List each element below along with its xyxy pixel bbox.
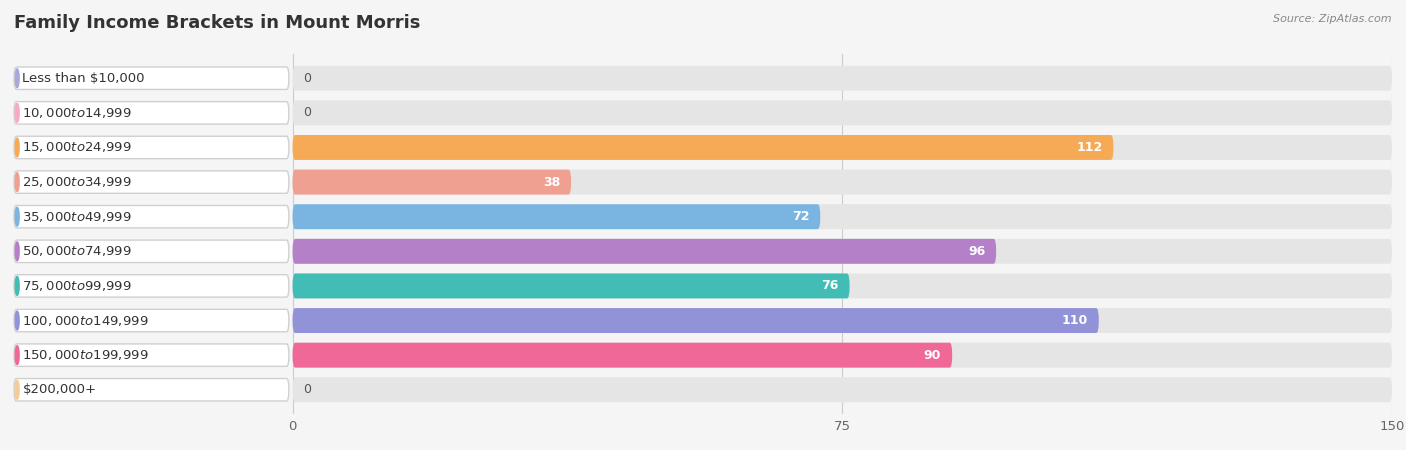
FancyBboxPatch shape (14, 344, 288, 366)
Text: Source: ZipAtlas.com: Source: ZipAtlas.com (1274, 14, 1392, 23)
FancyBboxPatch shape (292, 308, 1392, 333)
Text: $150,000 to $199,999: $150,000 to $199,999 (22, 348, 149, 362)
FancyBboxPatch shape (292, 343, 952, 368)
Text: $25,000 to $34,999: $25,000 to $34,999 (22, 175, 132, 189)
Circle shape (15, 104, 20, 122)
FancyBboxPatch shape (292, 204, 820, 229)
Circle shape (15, 346, 20, 365)
FancyBboxPatch shape (14, 309, 288, 332)
Circle shape (15, 69, 20, 88)
Text: $75,000 to $99,999: $75,000 to $99,999 (22, 279, 132, 293)
Circle shape (15, 380, 20, 399)
FancyBboxPatch shape (292, 239, 1392, 264)
FancyBboxPatch shape (14, 206, 288, 228)
FancyBboxPatch shape (292, 135, 1114, 160)
FancyBboxPatch shape (14, 240, 288, 262)
Circle shape (15, 242, 20, 261)
Text: $35,000 to $49,999: $35,000 to $49,999 (22, 210, 132, 224)
FancyBboxPatch shape (292, 239, 997, 264)
FancyBboxPatch shape (14, 67, 288, 90)
Circle shape (15, 276, 20, 295)
Text: $10,000 to $14,999: $10,000 to $14,999 (22, 106, 132, 120)
Text: $15,000 to $24,999: $15,000 to $24,999 (22, 140, 132, 154)
Text: Less than $10,000: Less than $10,000 (22, 72, 145, 85)
FancyBboxPatch shape (14, 274, 288, 297)
Text: 0: 0 (304, 106, 312, 119)
FancyBboxPatch shape (292, 308, 1098, 333)
FancyBboxPatch shape (292, 135, 1392, 160)
FancyBboxPatch shape (14, 136, 288, 159)
FancyBboxPatch shape (292, 170, 1392, 194)
FancyBboxPatch shape (292, 274, 1392, 298)
Text: 72: 72 (792, 210, 810, 223)
FancyBboxPatch shape (292, 377, 1392, 402)
Text: 112: 112 (1076, 141, 1102, 154)
Text: $100,000 to $149,999: $100,000 to $149,999 (22, 314, 149, 328)
FancyBboxPatch shape (14, 378, 288, 401)
Text: 110: 110 (1062, 314, 1088, 327)
Text: 0: 0 (304, 72, 312, 85)
Text: $200,000+: $200,000+ (22, 383, 97, 396)
FancyBboxPatch shape (292, 343, 1392, 368)
Circle shape (15, 207, 20, 226)
FancyBboxPatch shape (14, 171, 288, 194)
Text: Family Income Brackets in Mount Morris: Family Income Brackets in Mount Morris (14, 14, 420, 32)
Circle shape (15, 311, 20, 330)
FancyBboxPatch shape (14, 102, 288, 124)
FancyBboxPatch shape (292, 66, 1392, 91)
Circle shape (15, 173, 20, 192)
Text: 76: 76 (821, 279, 838, 292)
FancyBboxPatch shape (292, 274, 849, 298)
Text: 96: 96 (967, 245, 986, 258)
Text: 38: 38 (543, 176, 560, 189)
Circle shape (15, 138, 20, 157)
FancyBboxPatch shape (292, 100, 1392, 125)
Text: 0: 0 (304, 383, 312, 396)
FancyBboxPatch shape (292, 170, 571, 194)
Text: 90: 90 (924, 349, 941, 362)
FancyBboxPatch shape (292, 204, 1392, 229)
Text: $50,000 to $74,999: $50,000 to $74,999 (22, 244, 132, 258)
